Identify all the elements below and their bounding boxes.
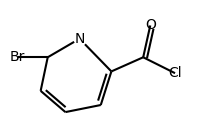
Text: N: N [74,32,85,46]
Text: Br: Br [10,50,25,64]
Text: O: O [145,18,156,32]
Text: Cl: Cl [168,66,182,80]
